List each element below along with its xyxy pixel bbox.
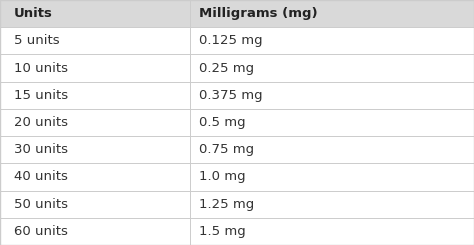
Text: 1.0 mg: 1.0 mg (199, 171, 246, 184)
Bar (0, 27, 474, 245)
Text: 0.75 mg: 0.75 mg (199, 143, 254, 156)
Text: Milligrams (mg): Milligrams (mg) (199, 7, 318, 20)
Text: 50 units: 50 units (14, 198, 68, 211)
Bar (0, 0, 474, 27)
Text: Units: Units (14, 7, 53, 20)
Text: 30 units: 30 units (14, 143, 68, 156)
Text: 0.5 mg: 0.5 mg (199, 116, 246, 129)
Text: 1.5 mg: 1.5 mg (199, 225, 246, 238)
Text: 1.25 mg: 1.25 mg (199, 198, 255, 211)
Text: 0.125 mg: 0.125 mg (199, 34, 263, 47)
Text: 15 units: 15 units (14, 89, 68, 102)
Text: 20 units: 20 units (14, 116, 68, 129)
Text: 0.375 mg: 0.375 mg (199, 89, 263, 102)
Text: 40 units: 40 units (14, 171, 68, 184)
Text: 0.25 mg: 0.25 mg (199, 61, 254, 74)
Text: 5 units: 5 units (14, 34, 60, 47)
Text: 60 units: 60 units (14, 225, 68, 238)
Text: 10 units: 10 units (14, 61, 68, 74)
